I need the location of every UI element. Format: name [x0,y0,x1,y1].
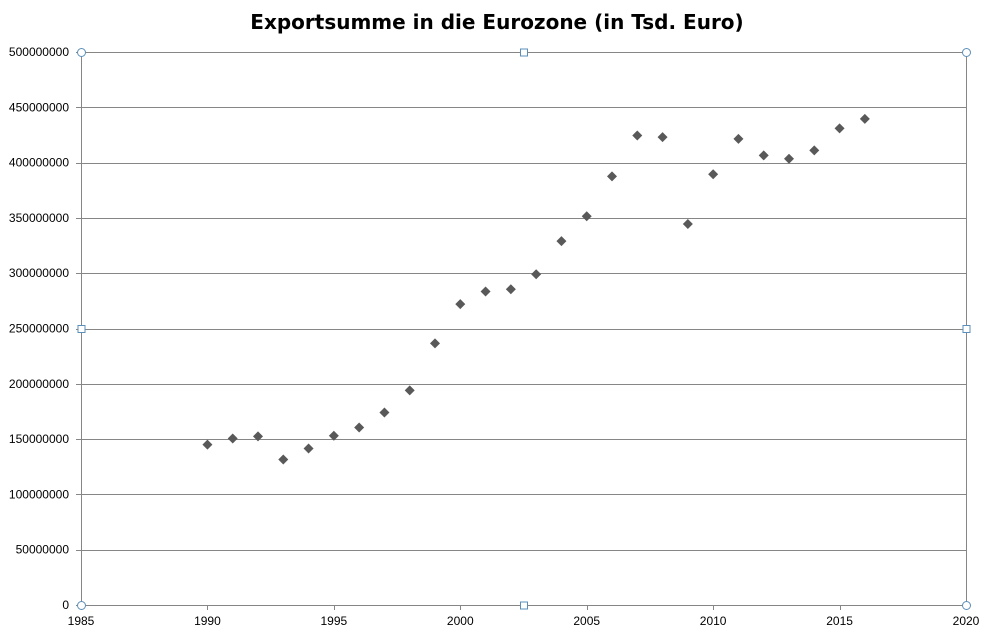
data-point [733,133,744,144]
y-tick-label: 50000000 [16,543,70,557]
data-point [227,433,238,444]
y-tick-label: 250000000 [9,322,69,336]
x-tick-label: 1990 [194,614,221,628]
y-tick-label: 450000000 [9,100,69,114]
y-tick-label: 500000000 [9,45,69,59]
resize-handle-left[interactable] [77,325,86,333]
data-point [455,299,466,310]
data-points [202,113,870,465]
data-point [607,171,617,182]
data-point [202,439,213,450]
x-tick-label: 2005 [573,614,600,628]
data-point [632,130,643,141]
resize-handle-bottom-left[interactable] [77,601,86,610]
data-point [784,153,794,164]
x-tick-label: 2010 [700,614,727,628]
data-point [657,132,668,143]
chart-title: Exportsumme in die Eurozone (in Tsd. Eur… [250,10,743,34]
data-point [430,338,440,349]
resize-handle-top-left[interactable] [77,48,86,57]
x-axis-tick-labels: 1985 1990 1995 2000 2005 2010 2015 2020 [68,614,980,628]
data-point [278,454,289,465]
data-point [809,145,820,156]
x-tick-label: 1995 [321,614,348,628]
data-point [354,422,365,433]
data-point [480,286,491,297]
y-tick-label: 200000000 [9,377,69,391]
x-tick-label: 1985 [68,614,95,628]
data-point [404,385,415,396]
data-point [758,150,769,161]
data-point [303,443,314,454]
y-tick-label: 100000000 [9,487,69,501]
resize-handle-top-right[interactable] [962,48,971,57]
data-point [708,169,719,180]
data-point [859,113,870,124]
resize-handle-bottom[interactable] [520,601,528,610]
x-tick-label: 2000 [447,614,474,628]
axes [76,52,967,610]
resize-handle-right[interactable] [962,325,971,333]
y-tick-label: 400000000 [9,156,69,170]
data-point [556,236,567,247]
resize-handle-bottom-right[interactable] [962,601,971,610]
y-tick-label: 350000000 [9,211,69,225]
data-point [581,211,592,222]
data-point [834,123,845,134]
data-point [253,431,263,442]
data-point [379,407,390,418]
y-tick-label: 300000000 [9,266,69,280]
gridlines [81,52,966,606]
x-tick-label: 2020 [953,614,980,628]
y-tick-label: 0 [62,598,69,612]
x-tick-label: 2015 [826,614,853,628]
y-axis-tick-labels: 0 50000000 100000000 150000000 200000000 2500… [9,45,69,612]
y-tick-label: 150000000 [9,432,69,446]
data-point [505,284,516,295]
data-point [531,269,542,280]
data-point [328,430,339,441]
data-point [682,218,693,229]
resize-handle-top[interactable] [520,48,528,57]
selection-handles[interactable] [77,48,971,610]
